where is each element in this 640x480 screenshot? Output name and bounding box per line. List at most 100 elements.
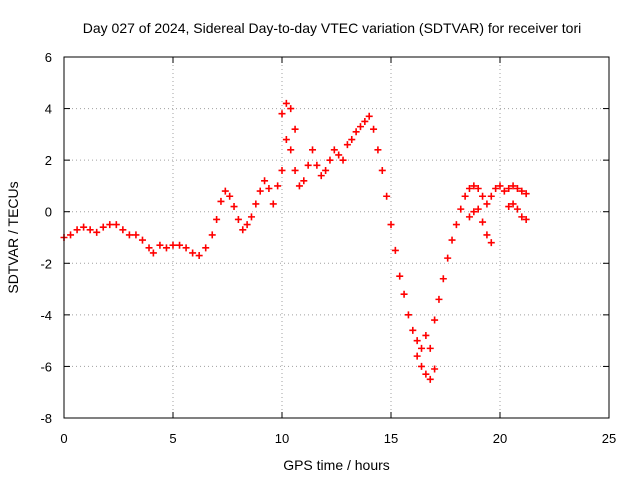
data-point — [73, 226, 81, 234]
data-point — [418, 344, 426, 352]
y-tick-label: 2 — [45, 153, 52, 168]
data-point — [500, 187, 508, 195]
data-point — [509, 200, 517, 208]
data-point — [317, 172, 325, 180]
data-point — [396, 272, 404, 280]
data-point — [287, 105, 295, 113]
data-point — [343, 141, 351, 149]
data-point — [256, 187, 264, 195]
data-point — [465, 213, 473, 221]
data-point — [435, 295, 443, 303]
y-tick-label: 6 — [45, 50, 52, 65]
x-tick-label: 0 — [60, 431, 67, 446]
data-point — [125, 231, 133, 239]
data-point — [452, 221, 460, 229]
x-tick-label: 15 — [384, 431, 398, 446]
data-point — [86, 226, 94, 234]
data-point — [291, 166, 299, 174]
data-point — [505, 203, 513, 211]
data-point — [309, 146, 317, 154]
data-point — [221, 187, 229, 195]
data-point — [426, 375, 434, 383]
data-point — [426, 344, 434, 352]
x-axis-label: GPS time / hours — [283, 457, 390, 473]
data-point — [93, 228, 101, 236]
data-point — [278, 166, 286, 174]
data-point — [518, 187, 526, 195]
data-point — [348, 136, 356, 144]
data-point — [409, 326, 417, 334]
data-point — [352, 128, 360, 136]
data-point — [413, 352, 421, 360]
y-tick-label: 0 — [45, 205, 52, 220]
data-point — [413, 337, 421, 345]
data-point — [335, 151, 343, 159]
data-point — [106, 221, 114, 229]
data-point — [374, 146, 382, 154]
data-point — [169, 241, 177, 249]
data-point — [330, 146, 338, 154]
data-point — [287, 146, 295, 154]
data-point — [487, 192, 495, 200]
data-point — [474, 205, 482, 213]
data-point — [326, 156, 334, 164]
data-point — [387, 221, 395, 229]
data-point — [513, 205, 521, 213]
data-point — [322, 166, 330, 174]
data-point — [509, 182, 517, 190]
data-point — [132, 231, 140, 239]
data-point — [483, 231, 491, 239]
x-tick-label: 10 — [275, 431, 289, 446]
data-point — [243, 221, 251, 229]
data-point — [265, 185, 273, 193]
data-point — [404, 311, 412, 319]
data-point — [518, 213, 526, 221]
data-point — [431, 316, 439, 324]
data-point — [182, 244, 190, 252]
data-point — [418, 362, 426, 370]
data-point — [522, 190, 530, 198]
data-point — [226, 192, 234, 200]
data-point — [230, 203, 238, 211]
data-point — [465, 185, 473, 193]
x-tick-label: 25 — [602, 431, 616, 446]
data-point — [470, 208, 478, 216]
data-point — [356, 123, 364, 131]
data-point — [496, 182, 504, 190]
data-point — [189, 249, 197, 257]
data-point — [274, 182, 282, 190]
data-point — [176, 241, 184, 249]
data-point — [67, 231, 75, 239]
y-tick-label: -2 — [40, 256, 52, 271]
data-point — [202, 244, 210, 252]
data-point — [217, 197, 225, 205]
data-point — [365, 112, 373, 120]
y-tick-label: -6 — [40, 359, 52, 374]
data-point — [492, 185, 500, 193]
axis-ticks: 0 5 10 15 20 25 -8 -6 -4 -2 0 2 4 6 — [40, 50, 616, 446]
data-point — [461, 192, 469, 200]
data-point — [479, 192, 487, 200]
data-point — [370, 125, 378, 133]
data-point — [119, 226, 127, 234]
data-point — [483, 200, 491, 208]
y-tick-label: -4 — [40, 308, 52, 323]
chart-title: Day 027 of 2024, Sidereal Day-to-day VTE… — [83, 20, 582, 36]
data-point — [383, 192, 391, 200]
data-point — [234, 215, 242, 223]
grid-lines — [64, 57, 609, 418]
data-point — [378, 166, 386, 174]
data-point — [213, 215, 221, 223]
data-point — [295, 182, 303, 190]
y-tick-label: -8 — [40, 411, 52, 426]
data-point — [269, 200, 277, 208]
data-point — [400, 290, 408, 298]
x-tick-label: 20 — [493, 431, 507, 446]
data-point — [80, 223, 88, 231]
data-point — [112, 221, 120, 229]
x-tick-label: 5 — [169, 431, 176, 446]
data-point — [439, 275, 447, 283]
data-point — [505, 185, 513, 193]
y-tick-label: 4 — [45, 102, 52, 117]
